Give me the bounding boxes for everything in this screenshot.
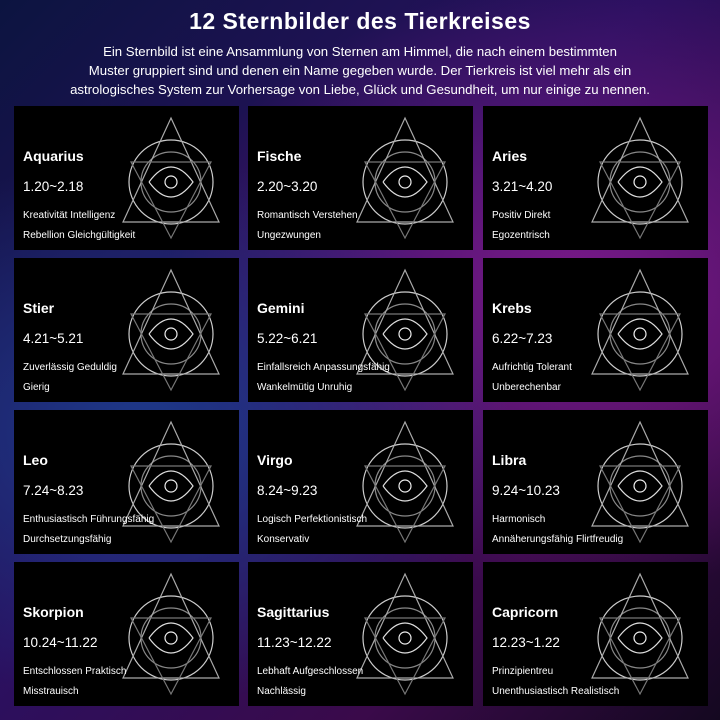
sign-name: Gemini (257, 300, 305, 316)
sign-traits: Romantisch Verstehen (257, 210, 358, 221)
intro-text: Ein Sternbild ist eine Ansammlung von St… (20, 42, 700, 99)
sign-date: 4.21~5.21 (23, 331, 84, 346)
zodiac-card: Virgo 8.24~9.23 Logisch Perfektionistisc… (248, 410, 473, 554)
sign-name: Stier (23, 300, 55, 316)
sign-name: Krebs (492, 300, 532, 316)
sign-traits: Entschlossen Praktisch (23, 666, 127, 677)
sign-traits: Nachlässig (257, 686, 306, 697)
sign-traits: Misstrauisch (23, 686, 79, 697)
cancer-icon (591, 268, 689, 392)
sign-name: Leo (23, 452, 48, 468)
sign-traits: Enthusiastisch Führungsfähig (23, 514, 155, 525)
aries-icon (591, 116, 689, 240)
sign-traits: Ungezwungen (257, 230, 321, 241)
sign-traits: Logisch Perfektionistisch (257, 514, 368, 525)
zodiac-card: Fische 2.20~3.20 Romantisch Verstehen Un… (248, 106, 473, 250)
sign-traits: Aufrichtig Tolerant (492, 362, 572, 373)
zodiac-card: Stier 4.21~5.21 Zuverlässig Geduldig Gie… (14, 258, 239, 402)
sign-date: 9.24~10.23 (492, 483, 560, 498)
zodiac-card: Sagittarius 11.23~12.22 Lebhaft Aufgesch… (248, 562, 473, 706)
sign-name: Virgo (257, 452, 293, 468)
zodiac-card: Leo 7.24~8.23 Enthusiastisch Führungsfäh… (14, 410, 239, 554)
zodiac-card: Gemini 5.22~6.21 Einfallsreich Anpassung… (248, 258, 473, 402)
sign-traits: Kreativität Intelligenz (23, 210, 116, 221)
sign-date: 7.24~8.23 (23, 483, 84, 498)
sign-traits: Annäherungsfähig Flirtfreudig (492, 534, 624, 545)
zodiac-card: Libra 9.24~10.23 Harmonisch Annäherungsf… (483, 410, 708, 554)
sign-traits: Harmonisch (492, 514, 546, 525)
sign-name: Capricorn (492, 604, 559, 620)
capricorn-icon (591, 572, 689, 696)
gemini-icon (356, 268, 454, 392)
sign-traits: Einfallsreich Anpassungsfähig (257, 362, 390, 373)
intro-line: astrologisches System zur Vorhersage von… (70, 82, 650, 97)
zodiac-card: Capricorn 12.23~1.22 Prinzipientreu Unen… (483, 562, 708, 706)
zodiac-card: Skorpion 10.24~11.22 Entschlossen Prakti… (14, 562, 239, 706)
libra-icon (591, 420, 689, 544)
sign-date: 5.22~6.21 (257, 331, 318, 346)
sagittarius-icon (356, 572, 454, 696)
sign-traits: Konservativ (257, 534, 310, 545)
page-title: 12 Sternbilder des Tierkreises (189, 8, 531, 34)
zodiac-card: Krebs 6.22~7.23 Aufrichtig Tolerant Unbe… (483, 258, 708, 402)
aquarius-icon (122, 116, 220, 240)
scorpio-icon (122, 572, 220, 696)
sign-traits: Rebellion Gleichgültigkeit (23, 230, 136, 241)
sign-traits: Lebhaft Aufgeschlossen (257, 666, 364, 677)
pisces-icon (356, 116, 454, 240)
sign-traits: Wankelmütig Unruhig (257, 382, 353, 393)
sign-traits: Gierig (23, 382, 50, 393)
sign-date: 1.20~2.18 (23, 179, 84, 194)
sign-name: Skorpion (23, 604, 84, 620)
zodiac-card: Aquarius 1.20~2.18 Kreativität Intellige… (14, 106, 239, 250)
sign-date: 10.24~11.22 (23, 635, 98, 650)
sign-date: 11.23~12.22 (257, 635, 332, 650)
sign-traits: Positiv Direkt (492, 210, 551, 221)
sign-name: Sagittarius (257, 604, 330, 620)
sign-name: Aquarius (23, 148, 84, 164)
sign-traits: Durchsetzungsfähig (23, 534, 112, 545)
sign-name: Fische (257, 148, 302, 164)
sign-name: Libra (492, 452, 527, 468)
leo-icon (122, 420, 220, 544)
virgo-icon (356, 420, 454, 544)
intro-line: Muster gruppiert sind und denen ein Name… (88, 63, 632, 78)
taurus-icon (122, 268, 220, 392)
sign-traits: Unenthusiastisch Realistisch (492, 686, 620, 697)
sign-traits: Prinzipientreu (492, 666, 554, 677)
sign-date: 2.20~3.20 (257, 179, 318, 194)
sign-traits: Zuverlässig Geduldig (23, 362, 117, 373)
zodiac-card: Aries 3.21~4.20 Positiv Direkt Egozentri… (483, 106, 708, 250)
sign-date: 8.24~9.23 (257, 483, 318, 498)
sign-name: Aries (492, 148, 528, 164)
sign-traits: Unberechenbar (492, 382, 561, 393)
sign-date: 3.21~4.20 (492, 179, 553, 194)
sign-date: 6.22~7.23 (492, 331, 553, 346)
intro-line: Ein Sternbild ist eine Ansammlung von St… (103, 44, 617, 59)
sign-traits: Egozentrisch (492, 230, 550, 241)
sign-date: 12.23~1.22 (492, 635, 560, 650)
